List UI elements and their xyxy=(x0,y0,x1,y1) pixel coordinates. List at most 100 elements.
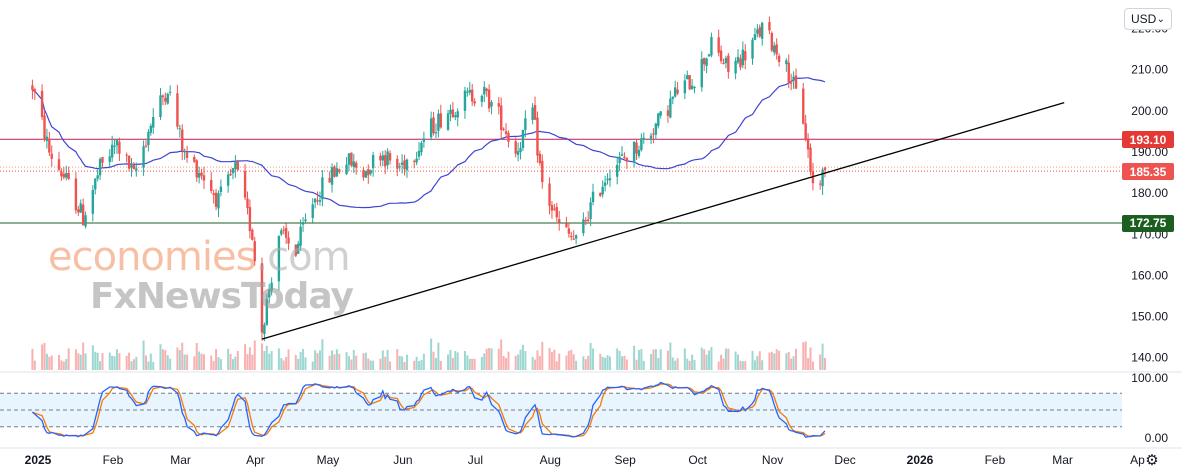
candles xyxy=(31,16,827,342)
candle-body xyxy=(632,141,636,163)
candle-body xyxy=(282,229,285,231)
volume-bar xyxy=(152,361,155,370)
volume-bar xyxy=(91,345,94,370)
candle-body xyxy=(751,39,754,59)
trendline-line[interactable] xyxy=(261,101,1065,340)
volume-bar xyxy=(792,356,795,370)
candle-body xyxy=(396,158,399,169)
candle-body xyxy=(193,156,196,162)
volume-bar xyxy=(570,349,573,370)
volume-bar xyxy=(210,355,213,370)
volume-bar xyxy=(463,350,466,370)
volume-bar xyxy=(500,339,503,370)
volume-bar xyxy=(676,358,679,370)
candle-body xyxy=(345,164,348,175)
gear-icon[interactable]: ⚙ xyxy=(1145,452,1159,469)
time-tick-label: Dec xyxy=(834,453,855,467)
volume-bar xyxy=(84,353,87,370)
volume-bar xyxy=(623,355,626,370)
volume-bar xyxy=(50,355,53,370)
volume-bar xyxy=(178,350,181,370)
candle-body xyxy=(350,152,353,166)
volume-bar xyxy=(251,354,254,370)
candle-body xyxy=(195,160,198,178)
volume-bar xyxy=(741,361,744,370)
time-tick-label: 2026 xyxy=(907,453,934,467)
volume-bar xyxy=(809,347,812,370)
time-tick-label: Mar xyxy=(1052,453,1073,467)
volume-bar xyxy=(31,348,34,370)
volume-bar xyxy=(101,352,104,370)
candle-body xyxy=(591,191,595,203)
candle-body xyxy=(210,179,213,192)
time-axis[interactable]: 2025 Feb Mar Apr May Jun Jul Aug Sep Oct Nov Dec 202… xyxy=(25,453,1145,467)
candle-body xyxy=(483,86,486,95)
candle-body xyxy=(212,193,215,196)
volume-bar xyxy=(439,360,442,370)
volume-bar xyxy=(99,361,102,370)
volume-bar xyxy=(490,348,493,370)
volume-bar xyxy=(355,355,358,370)
candle-body xyxy=(183,151,186,153)
volume-bar xyxy=(604,357,607,370)
price-tick-label: 160.00 xyxy=(1131,268,1168,282)
volume-bar xyxy=(473,358,476,370)
candle-body xyxy=(362,170,365,178)
volume-bar xyxy=(367,358,370,370)
volume-bar xyxy=(536,350,539,370)
currency-label: USD xyxy=(1131,12,1157,26)
oscillator-tick-label: 100.00 xyxy=(1131,371,1168,385)
price-tick-label: 190.00 xyxy=(1131,145,1168,159)
candle-body xyxy=(775,44,778,55)
volume-bar xyxy=(236,351,239,370)
volume-bar xyxy=(790,358,793,370)
candle-body xyxy=(197,172,201,178)
volume-bar xyxy=(447,354,450,370)
volume-bar xyxy=(82,342,85,370)
volume-bar xyxy=(403,361,406,370)
candle-body xyxy=(338,169,341,173)
candle-body xyxy=(449,109,452,115)
candle-body xyxy=(79,203,82,213)
candle-body xyxy=(473,101,476,104)
candle-body xyxy=(541,160,544,183)
volume-bar xyxy=(166,355,169,370)
candle-body xyxy=(500,105,503,131)
candle-body xyxy=(652,133,655,135)
volume-bar xyxy=(637,349,640,370)
volume-bar xyxy=(389,361,392,370)
volume-bar xyxy=(263,350,266,370)
candle-body xyxy=(734,60,737,74)
candle-body xyxy=(335,168,339,177)
candle-body xyxy=(504,131,508,134)
candle-body xyxy=(642,137,645,140)
candle-body xyxy=(705,58,708,66)
candle-body xyxy=(166,93,169,104)
volume-bar xyxy=(497,348,500,370)
volume-bar xyxy=(688,360,691,370)
candle-body xyxy=(618,156,621,164)
volume-bar xyxy=(405,354,408,370)
volume-bar xyxy=(691,354,694,370)
currency-selector[interactable]: USD ⌄ xyxy=(1124,8,1172,30)
volume-bar xyxy=(62,361,65,370)
candle-body xyxy=(471,89,474,102)
volume-bar xyxy=(227,348,230,370)
volume-bar xyxy=(297,358,300,370)
candle-body xyxy=(437,113,440,131)
horizontal-levels[interactable] xyxy=(0,138,1122,224)
candle-body xyxy=(384,155,387,167)
volume-bar xyxy=(534,359,537,370)
candle-body xyxy=(429,118,433,138)
time-tick-label: Aug xyxy=(540,453,561,467)
volume-bar xyxy=(350,359,353,370)
candle-body xyxy=(785,60,788,65)
volume-bar xyxy=(118,353,121,370)
candle-body xyxy=(231,168,235,174)
volume-bar xyxy=(669,342,672,370)
trendline[interactable] xyxy=(261,101,1065,340)
moving-average-line xyxy=(32,77,826,209)
volume-bar xyxy=(304,357,307,370)
volume-bar xyxy=(485,348,488,370)
